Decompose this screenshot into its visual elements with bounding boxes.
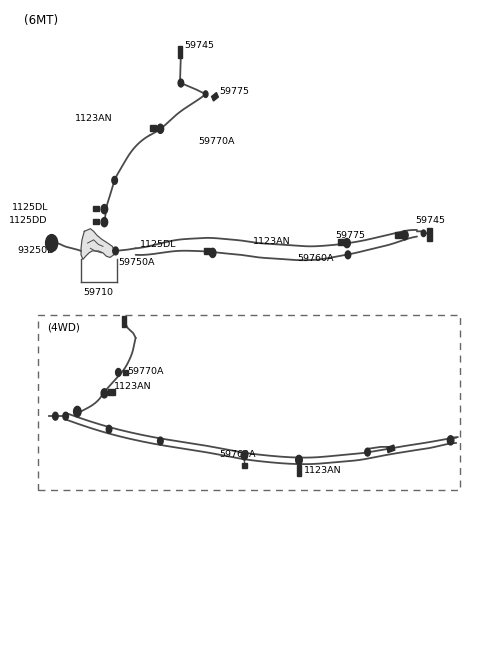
Circle shape (73, 406, 81, 417)
Bar (297, 465, 301, 476)
Circle shape (63, 412, 69, 420)
Circle shape (101, 205, 108, 214)
Text: 59745: 59745 (185, 41, 215, 51)
Circle shape (101, 218, 108, 227)
Circle shape (421, 230, 426, 237)
Circle shape (296, 455, 302, 464)
Bar (122, 316, 126, 327)
Bar (93, 218, 99, 224)
Bar (395, 232, 402, 238)
Circle shape (157, 437, 163, 445)
Bar (387, 445, 395, 453)
Text: 1125DD: 1125DD (9, 216, 47, 226)
Text: 59770A: 59770A (199, 136, 235, 146)
Circle shape (178, 79, 184, 87)
Bar (204, 248, 210, 254)
Text: 93250D: 93250D (18, 247, 55, 255)
Text: 1125DL: 1125DL (140, 240, 176, 249)
Text: 1123AN: 1123AN (253, 237, 291, 246)
Circle shape (113, 247, 119, 255)
Text: 59760A: 59760A (298, 255, 334, 263)
Text: (4WD): (4WD) (47, 323, 80, 333)
Polygon shape (81, 229, 115, 259)
Text: 59775: 59775 (335, 231, 365, 239)
Text: 59745: 59745 (416, 216, 445, 225)
Circle shape (157, 124, 164, 133)
Bar (93, 205, 99, 211)
Text: 1125DL: 1125DL (12, 203, 48, 212)
Text: 1123AN: 1123AN (304, 466, 341, 475)
Circle shape (344, 239, 350, 248)
Text: 1123AN: 1123AN (114, 382, 151, 391)
Circle shape (46, 235, 58, 251)
Bar (150, 125, 156, 131)
Circle shape (204, 91, 208, 97)
Circle shape (402, 231, 408, 240)
Circle shape (106, 425, 112, 433)
Circle shape (112, 176, 118, 184)
Bar (108, 389, 115, 395)
Text: 59775: 59775 (220, 87, 250, 96)
Text: 59760A: 59760A (220, 449, 256, 459)
Circle shape (209, 249, 216, 257)
Bar (427, 228, 432, 241)
Bar (37, 315, 460, 490)
Circle shape (101, 389, 108, 398)
Text: 59710: 59710 (84, 287, 113, 297)
Circle shape (447, 436, 454, 445)
Circle shape (241, 451, 248, 460)
Bar (338, 239, 345, 245)
Bar (178, 47, 182, 58)
Circle shape (53, 412, 58, 420)
Text: 59770A: 59770A (128, 367, 164, 376)
Text: 59750A: 59750A (119, 258, 155, 267)
Circle shape (296, 456, 302, 464)
Circle shape (116, 369, 121, 377)
Text: 1123AN: 1123AN (75, 114, 112, 123)
Text: (6MT): (6MT) (24, 14, 58, 28)
Circle shape (345, 251, 351, 258)
Circle shape (365, 448, 371, 456)
Bar (212, 92, 218, 101)
Bar (241, 462, 247, 468)
Bar (122, 370, 128, 375)
